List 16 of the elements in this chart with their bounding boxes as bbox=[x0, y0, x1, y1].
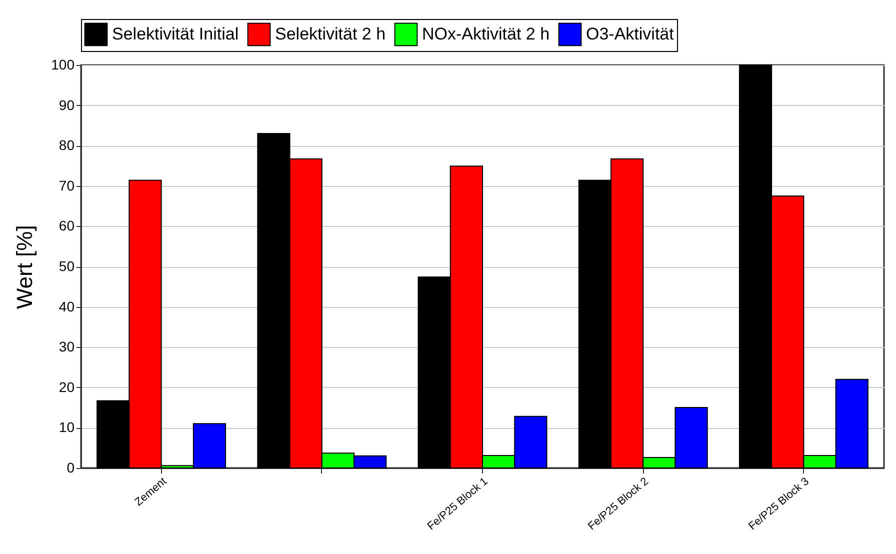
y-tick-label: 0 bbox=[66, 460, 75, 476]
y-tick-label: 80 bbox=[58, 137, 75, 154]
legend-label: Selektivität Initial bbox=[112, 24, 239, 44]
y-tick-label: 50 bbox=[58, 258, 75, 274]
legend-label: Selektivität 2 h bbox=[275, 24, 386, 44]
legend-label: O3-Aktivität bbox=[586, 24, 674, 44]
y-tick-label: 70 bbox=[58, 177, 75, 194]
y-tick-label: 40 bbox=[58, 298, 75, 314]
y-tick-label: 30 bbox=[58, 338, 75, 355]
y-tick-label: 20 bbox=[58, 378, 75, 395]
y-tick-label: 100 bbox=[51, 56, 75, 72]
y-tick-label: 90 bbox=[58, 96, 75, 113]
legend-label: NOx-Aktivität 2 h bbox=[422, 24, 550, 44]
y-axis-title: Wert [%] bbox=[12, 225, 38, 309]
y-tick-label: 10 bbox=[58, 419, 75, 436]
y-tick-label: 60 bbox=[58, 218, 75, 234]
